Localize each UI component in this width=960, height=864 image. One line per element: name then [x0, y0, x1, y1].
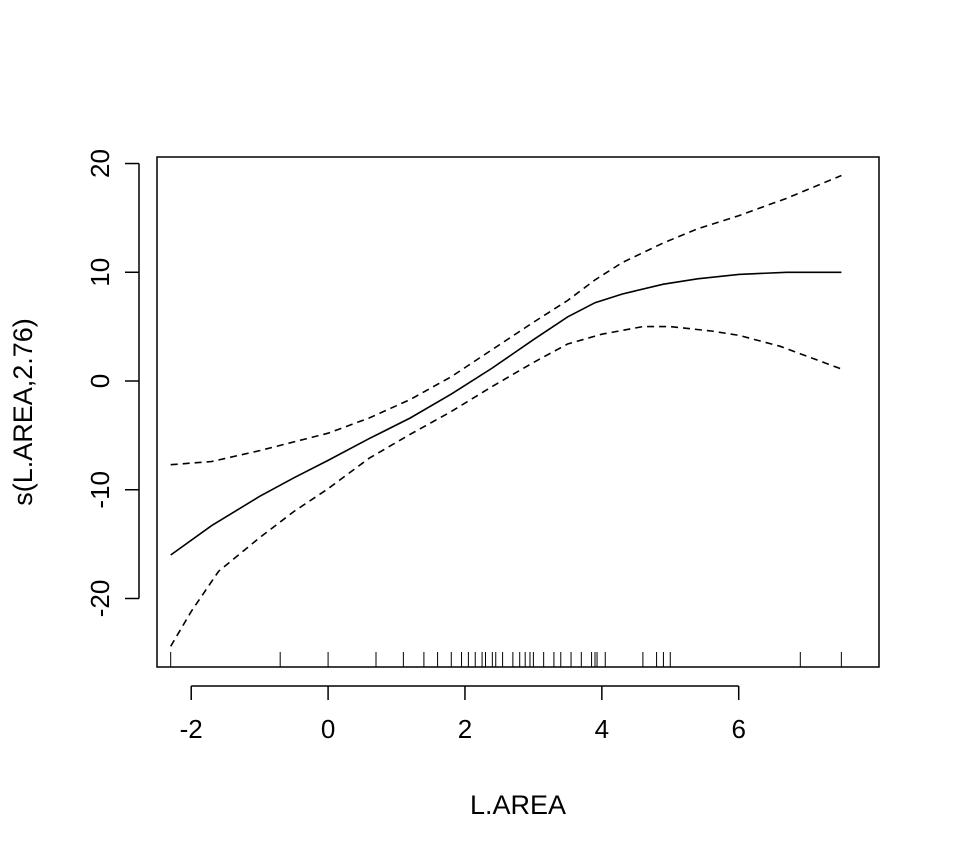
y-tick-label: -10: [85, 471, 115, 509]
x-axis-label: L.AREA: [470, 790, 566, 820]
y-tick-label: 20: [85, 149, 115, 178]
y-tick-label: 10: [85, 258, 115, 287]
x-axis: -2 0 2 4 6: [180, 685, 746, 744]
x-tick-label: 6: [731, 714, 745, 744]
rug-marks: [170, 652, 842, 667]
plot-frame: [156, 156, 880, 668]
x-tick-label: 4: [595, 714, 609, 744]
upper-confidence-line: [170, 174, 842, 466]
x-tick-label: 2: [458, 714, 472, 744]
smooth-estimate-line: [170, 271, 842, 556]
curves: [170, 174, 842, 647]
y-tick-label: -20: [85, 580, 115, 618]
y-axis: -20 -10 0 10 20: [85, 149, 140, 618]
y-tick-label: 0: [85, 374, 115, 388]
lower-confidence-line: [170, 325, 842, 647]
x-tick-label: 0: [321, 714, 335, 744]
x-tick-label: -2: [180, 714, 203, 744]
y-axis-label: s(L.AREA,2.76): [8, 318, 38, 506]
